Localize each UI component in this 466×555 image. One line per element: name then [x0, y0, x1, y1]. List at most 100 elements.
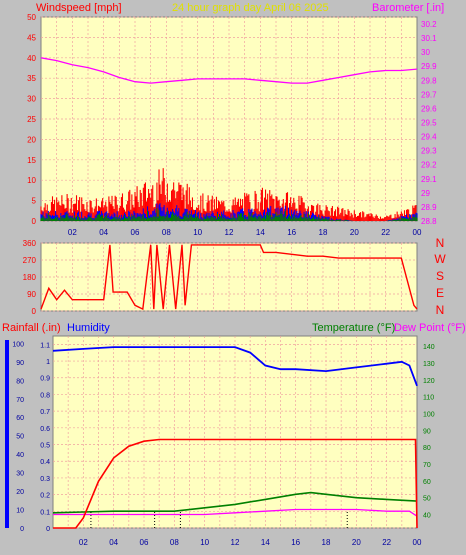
- barometer-y-ticks: 28.8 28.9 29 29.1 29.2 29.3 29.4 29.5 29.6 29.7 29…: [421, 20, 437, 226]
- wind-y-tick-label: 45: [27, 33, 36, 42]
- temperature-y-tick-label: 50: [423, 496, 431, 503]
- humidity-y-tick-label: 80: [16, 378, 24, 385]
- humidity-y-tick-label: 60: [16, 415, 24, 422]
- barometer-axis-label: Barometer [.in]: [372, 2, 444, 14]
- x-tick-label: 10: [200, 538, 209, 547]
- barometer-y-tick-label: 29: [421, 189, 430, 198]
- rainfall-y-tick-label: 0.5: [40, 443, 50, 450]
- x-tick-label: 16: [287, 228, 296, 237]
- direction-y-tick-label: 360: [23, 239, 37, 248]
- rainfall-y-tick-label: 0: [46, 526, 50, 533]
- x-tick-label: 00: [413, 228, 422, 237]
- x-tick-label: 02: [68, 228, 77, 237]
- wind-y-tick-label: 0: [32, 217, 37, 226]
- temperature-y-tick-label: 90: [423, 428, 431, 435]
- barometer-y-tick-label: 29.6: [421, 104, 437, 113]
- barometer-y-tick-label: 30.2: [421, 20, 437, 29]
- temperature-y-tick-label: 100: [423, 411, 435, 418]
- direction-line: [40, 244, 418, 311]
- wind-y-tick-label: 10: [27, 176, 36, 185]
- temperature-y-ticks: 40 50 60 70 80 90 100 110 120 130 140: [423, 344, 435, 519]
- temperature-y-tick-label: 120: [423, 378, 435, 385]
- barometer-y-tick-label: 29.4: [421, 133, 437, 142]
- humidity-y-tick-label: 50: [16, 434, 24, 441]
- rainfall-line: [53, 438, 418, 529]
- rainfall-y-tick-label: 0.2: [40, 493, 50, 500]
- compass-label: S: [436, 269, 444, 283]
- rainfall-y-tick-label: 0.4: [40, 459, 50, 466]
- humidity-y-tick-label: 90: [16, 360, 24, 367]
- temperature-y-tick-label: 130: [423, 361, 435, 368]
- temperature-y-tick-label: 40: [423, 513, 431, 520]
- wind-bars: [40, 168, 418, 221]
- wind-y-tick-label: 25: [27, 115, 36, 124]
- humidity-line: [52, 346, 418, 387]
- humidity-axis-label: Humidity: [67, 322, 110, 334]
- humidity-y-tick-label: 20: [16, 489, 24, 496]
- x-tick-label: 04: [109, 538, 118, 547]
- compass-label: E: [436, 286, 444, 300]
- direction-y-tick-label: 180: [23, 273, 37, 282]
- humidity-y-tick-label: 70: [16, 397, 24, 404]
- barometer-line: [40, 57, 418, 84]
- wind-y-tick-label: 30: [27, 95, 36, 104]
- barometer-y-tick-label: 30.1: [421, 34, 437, 43]
- direction-y-tick-label: 0: [32, 307, 37, 316]
- temperature-axis-label: Temperature (°F): [312, 322, 395, 334]
- compass-label: W: [434, 252, 446, 266]
- rain-x-ticks: 02 04 06 08 10 12 14 16 18 20 22 00: [79, 538, 422, 547]
- x-tick-label: 20: [352, 538, 361, 547]
- x-tick-label: 18: [319, 228, 328, 237]
- x-tick-label: 08: [170, 538, 179, 547]
- wind-y-tick-label: 50: [27, 13, 36, 22]
- rainfall-y-tick-label: 0.7: [40, 409, 50, 416]
- compass-label: N: [436, 236, 445, 250]
- barometer-y-tick-label: 28.9: [421, 203, 437, 212]
- x-tick-label: 20: [350, 228, 359, 237]
- wind-x-ticks: 02 04 06 08 10 12 14 16 18 20 22 00: [68, 228, 422, 237]
- x-tick-label: 08: [162, 228, 171, 237]
- x-tick-label: 14: [256, 228, 265, 237]
- humidity-y-tick-label: 0: [20, 526, 24, 533]
- rainfall-y-tick-label: 0.9: [40, 376, 50, 383]
- barometer-y-tick-label: 29.5: [421, 119, 437, 128]
- humidity-y-tick-label: 40: [16, 452, 24, 459]
- x-tick-label: 14: [261, 538, 270, 547]
- rainfall-y-tick-label: 1.1: [40, 342, 50, 349]
- dewpoint-axis-label: Dew Point (°F): [394, 322, 466, 334]
- temperature-y-tick-label: 110: [423, 395, 434, 402]
- humidity-y-tick-label: 30: [16, 471, 24, 478]
- rainfall-y-tick-label: 0.3: [40, 476, 50, 483]
- humidity-scale-bar: [5, 340, 9, 528]
- temperature-y-tick-label: 80: [423, 445, 431, 452]
- barometer-y-tick-label: 29.8: [421, 76, 437, 85]
- dewpoint-line: [53, 508, 418, 517]
- humidity-y-ticks: 0 10 20 30 40 50 60 70 80 90 100: [12, 341, 24, 533]
- wind-y-tick-label: 20: [27, 135, 36, 144]
- humidity-y-tick-label: 10: [16, 508, 24, 515]
- x-tick-label: 18: [322, 538, 331, 547]
- humidity-y-tick-label: 100: [12, 341, 24, 348]
- wind-y-tick-label: 15: [27, 156, 36, 165]
- rainfall-axis-label: Rainfall (.in): [2, 322, 61, 334]
- direction-y-ticks: 0 90 180 270 360: [23, 239, 37, 316]
- wind-y-ticks: 0 5 10 15 20 25 30 35 40 45 50: [27, 13, 36, 226]
- rainfall-y-tick-label: 0.6: [40, 426, 50, 433]
- wind-y-tick-label: 35: [27, 74, 36, 83]
- barometer-y-tick-label: 29.2: [421, 161, 437, 170]
- x-tick-label: 22: [382, 538, 391, 547]
- compass-label: N: [436, 303, 445, 317]
- barometer-y-tick-label: 28.8: [421, 217, 437, 226]
- rainfall-y-tick-label: 0.8: [40, 392, 50, 399]
- x-tick-label: 06: [140, 538, 149, 547]
- rainfall-y-tick-label: 1: [46, 359, 50, 366]
- barometer-y-tick-label: 29.7: [421, 90, 437, 99]
- temperature-y-tick-label: 60: [423, 479, 431, 486]
- x-tick-label: 16: [291, 538, 300, 547]
- direction-y-tick-label: 90: [27, 290, 36, 299]
- rainfall-y-tick-label: 0.1: [40, 509, 50, 516]
- barometer-y-tick-label: 29.1: [421, 175, 437, 184]
